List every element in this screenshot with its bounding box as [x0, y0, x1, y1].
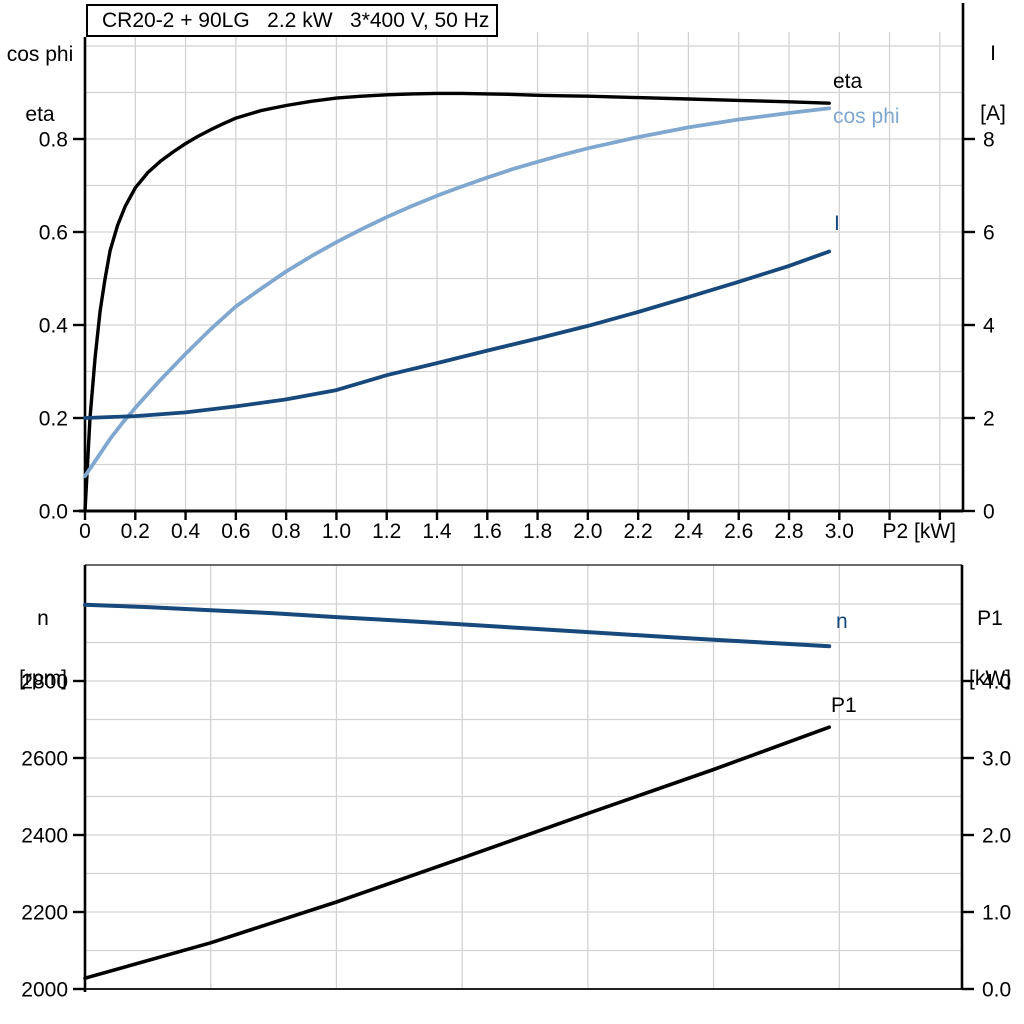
- svg-text:6: 6: [983, 222, 995, 245]
- top-chart-grid: [85, 32, 963, 511]
- svg-text:0.2: 0.2: [39, 408, 68, 431]
- svg-text:0.0: 0.0: [982, 979, 1011, 1002]
- left-axis-header-rpm: [rpm]: [19, 667, 67, 690]
- x-axis-label: P2 [kW]: [882, 520, 956, 543]
- bottom-chart-left-ticks: 2000 2200 2400 2600 2800: [21, 671, 85, 1002]
- right-axis-header-kw: [kW]: [969, 667, 1011, 690]
- svg-text:2000: 2000: [21, 979, 68, 1002]
- bottom-chart-grid: [85, 565, 962, 989]
- curve-eta: [83, 91, 831, 513]
- top-right-axis-header: I [A]: [966, 4, 1020, 164]
- svg-text:1.6: 1.6: [473, 520, 502, 543]
- svg-text:2800: 2800: [21, 671, 68, 694]
- top-chart-right-ticks: 0 2 4 6 8: [963, 129, 995, 524]
- svg-text:0.0: 0.0: [39, 501, 68, 524]
- svg-text:0.8: 0.8: [272, 520, 301, 543]
- right-axis-header-a: [A]: [980, 102, 1006, 125]
- svg-text:0.4: 0.4: [171, 520, 201, 543]
- curve-label-current: I: [834, 212, 840, 235]
- svg-text:1.0: 1.0: [322, 520, 351, 543]
- svg-text:1.4: 1.4: [422, 520, 452, 543]
- svg-text:2400: 2400: [21, 825, 68, 848]
- left-axis-header-eta: eta: [25, 103, 55, 126]
- svg-text:2.4: 2.4: [674, 520, 704, 543]
- top-chart-curves: [83, 91, 832, 513]
- svg-text:2.0: 2.0: [982, 825, 1011, 848]
- svg-text:2.0: 2.0: [573, 520, 602, 543]
- bottom-left-axis-header: n [rpm]: [8, 569, 78, 729]
- svg-text:1.2: 1.2: [372, 520, 401, 543]
- svg-text:4.0: 4.0: [982, 671, 1011, 694]
- curve-label-eta: eta: [833, 70, 863, 93]
- chart-title-box: CR20-2 + 90LG 2.2 kW 3*400 V, 50 Hz: [86, 4, 498, 37]
- svg-text:0.4: 0.4: [39, 315, 69, 338]
- left-axis-header-cosphi: cos phi: [6, 43, 74, 66]
- right-axis-header-p1: P1: [977, 607, 1003, 630]
- bottom-chart-axes: [79, 564, 964, 992]
- curve-cos-phi: [83, 106, 832, 478]
- curve-i: [83, 249, 832, 420]
- svg-text:2600: 2600: [21, 748, 68, 771]
- svg-text:0.6: 0.6: [39, 222, 68, 245]
- top-chart-left-ticks: 0.0 0.2 0.4 0.6 0.8: [39, 129, 85, 524]
- svg-text:8: 8: [983, 129, 995, 152]
- svg-text:4: 4: [983, 315, 995, 338]
- curve-label-n: n: [836, 610, 848, 633]
- svg-text:2.6: 2.6: [724, 520, 753, 543]
- svg-text:1.0: 1.0: [982, 902, 1011, 925]
- bottom-chart-curves: [83, 602, 832, 980]
- svg-text:2200: 2200: [21, 902, 68, 925]
- left-axis-header-n: n: [37, 607, 49, 630]
- curve-label-p1: P1: [831, 694, 857, 717]
- curve-n: [83, 602, 832, 649]
- right-axis-header-i: I: [990, 42, 996, 65]
- top-chart-x-ticks: 0 0.2 0.4 0.6 0.8 1.0 1.2 1.4 1.6 1.8 2.0 2.2 2.4 2.6…: [79, 511, 956, 543]
- svg-text:0.6: 0.6: [221, 520, 250, 543]
- svg-text:0.8: 0.8: [39, 129, 68, 152]
- svg-text:0: 0: [983, 501, 995, 524]
- svg-text:2: 2: [983, 408, 995, 431]
- svg-text:0.2: 0.2: [121, 520, 150, 543]
- svg-text:0: 0: [79, 520, 91, 543]
- bottom-chart-right-ticks: 0.0 1.0 2.0 3.0 4.0: [962, 671, 1011, 1002]
- svg-text:2.2: 2.2: [624, 520, 653, 543]
- svg-text:2.8: 2.8: [774, 520, 803, 543]
- curve-label-cos-phi: cos phi: [833, 105, 900, 128]
- top-left-axis-header: cos phi eta: [4, 5, 76, 165]
- svg-text:1.8: 1.8: [523, 520, 552, 543]
- curve-p1: [83, 725, 831, 980]
- bottom-right-axis-header: P1 [kW]: [960, 569, 1020, 729]
- top-chart-axes: [79, 3, 965, 513]
- svg-text:3.0: 3.0: [825, 520, 854, 543]
- svg-text:3.0: 3.0: [982, 748, 1011, 771]
